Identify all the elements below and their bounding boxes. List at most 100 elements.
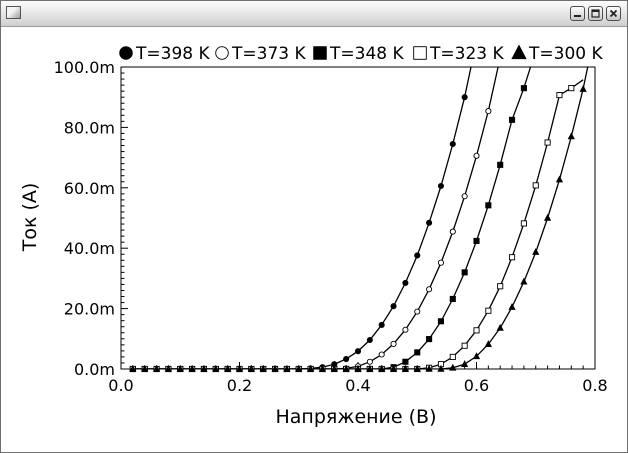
data-point xyxy=(449,140,456,148)
data-point xyxy=(485,202,492,209)
y-tick-label: 0.0m xyxy=(74,360,115,379)
data-point xyxy=(330,364,338,372)
data-point xyxy=(449,353,456,360)
series-line-4 xyxy=(132,67,589,369)
legend-label: T=323 K xyxy=(429,44,504,64)
data-point xyxy=(497,283,504,290)
minimize-button[interactable] xyxy=(570,6,585,21)
data-point xyxy=(271,364,279,372)
data-point xyxy=(401,364,410,372)
x-tick-label: 0.8 xyxy=(582,376,607,395)
data-point xyxy=(461,94,468,101)
data-point xyxy=(473,327,480,334)
y-tick-label: 100.0m xyxy=(54,58,115,77)
series-line-0 xyxy=(132,67,472,369)
x-tick-label: 0.6 xyxy=(464,376,489,395)
data-point xyxy=(461,342,468,349)
data-point xyxy=(402,358,409,365)
series-markers xyxy=(129,84,587,373)
data-point xyxy=(449,363,457,371)
data-point xyxy=(449,295,456,302)
legend-label: T=300 K xyxy=(528,44,603,64)
x-tick-label: 0.0 xyxy=(108,376,133,395)
x-axis-label: Напряжение (В) xyxy=(275,406,436,428)
data-point xyxy=(485,108,492,115)
data-point xyxy=(283,364,291,372)
data-point xyxy=(520,220,527,227)
data-point xyxy=(555,175,564,183)
data-point xyxy=(520,277,528,285)
close-icon xyxy=(609,9,618,18)
data-point xyxy=(354,348,362,355)
data-point xyxy=(461,269,468,276)
maximize-button[interactable] xyxy=(588,6,603,21)
series-line-1 xyxy=(132,67,499,369)
legend-marker xyxy=(313,46,327,60)
data-point xyxy=(437,259,445,266)
data-point xyxy=(129,364,137,372)
data-point xyxy=(378,364,386,372)
legend-marker xyxy=(413,46,427,60)
legend-label: T=398 K xyxy=(135,44,210,64)
data-point xyxy=(426,286,433,293)
y-tick-label: 20.0m xyxy=(64,300,115,319)
data-point xyxy=(461,360,469,367)
data-point xyxy=(496,323,504,331)
data-point xyxy=(426,336,433,343)
data-point xyxy=(402,326,409,333)
y-tick-label: 60.0m xyxy=(64,179,115,198)
data-point xyxy=(188,364,196,372)
data-point xyxy=(520,85,527,92)
data-point xyxy=(259,364,267,372)
series-line-2 xyxy=(132,67,532,369)
data-point xyxy=(176,364,184,372)
series-line-3 xyxy=(132,79,584,369)
data-point xyxy=(390,340,397,347)
legend-marker xyxy=(215,46,229,60)
data-point xyxy=(235,364,244,372)
data-point xyxy=(567,132,575,140)
legend-label: T=348 K xyxy=(329,44,404,64)
x-tick-label: 0.4 xyxy=(345,376,370,395)
data-point xyxy=(579,84,587,92)
series-curves xyxy=(132,67,589,369)
legend-item: T=348 K xyxy=(313,44,404,64)
data-point xyxy=(532,248,540,255)
data-point xyxy=(568,85,575,92)
axes: 0.0 0.2 0.4 0.6 0.8 0.0m 20.0m 40.0m 60.0m 80.0m 1… xyxy=(54,58,608,395)
x-tick-label: 0.2 xyxy=(227,376,252,395)
close-button[interactable] xyxy=(606,6,621,21)
data-point xyxy=(414,252,421,259)
data-point xyxy=(366,336,373,344)
data-point xyxy=(200,364,208,372)
y-axis-label: Ток (А) xyxy=(19,183,41,253)
data-point xyxy=(543,213,552,221)
data-point xyxy=(247,364,255,372)
data-point xyxy=(212,364,220,372)
data-point xyxy=(414,349,421,356)
app-icon[interactable] xyxy=(6,6,21,19)
data-point xyxy=(449,228,456,235)
data-point xyxy=(484,340,492,348)
data-point xyxy=(437,182,445,190)
plot-frame xyxy=(120,66,596,370)
data-point xyxy=(402,279,409,286)
legend-item: T=398 K xyxy=(119,44,210,64)
data-point xyxy=(532,182,539,189)
data-point xyxy=(318,364,327,372)
data-point xyxy=(437,318,445,325)
data-point xyxy=(343,355,350,363)
legend-item: T=300 K xyxy=(511,44,603,64)
legend-label: T=373 K xyxy=(231,44,306,64)
data-point xyxy=(164,364,173,372)
data-point xyxy=(473,152,480,159)
data-point xyxy=(544,139,551,146)
data-point xyxy=(509,254,516,261)
data-point xyxy=(472,352,481,360)
data-point xyxy=(556,92,563,99)
legend: T=398 K T=373 K T=348 K T=323 K T=300 K xyxy=(119,44,603,64)
data-point xyxy=(437,364,445,372)
title-bar[interactable] xyxy=(1,1,627,27)
data-point xyxy=(509,116,516,123)
